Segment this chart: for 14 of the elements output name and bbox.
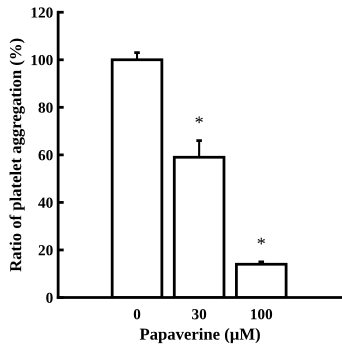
y-tick-label: 100	[32, 54, 53, 66]
x-tick-label: 100	[251, 309, 272, 320]
y-tick-label: 20	[38, 245, 53, 256]
y-tick-label: 0	[46, 292, 53, 303]
annotation: *	[196, 116, 203, 124]
y-tick-label: 40	[38, 198, 53, 208]
x-axis-title: Papaverine (µM)	[140, 328, 260, 344]
x-tick-label: 30	[192, 309, 206, 320]
y-axis-title: Ratio of platelet aggregation (%)	[9, 38, 25, 272]
y-tick-label: 60	[38, 150, 53, 160]
annotation: *	[258, 238, 265, 244]
y-tick-label: 120	[32, 7, 53, 18]
y-tick-label: 80	[38, 102, 53, 113]
x-tick-label: 0	[134, 309, 140, 320]
